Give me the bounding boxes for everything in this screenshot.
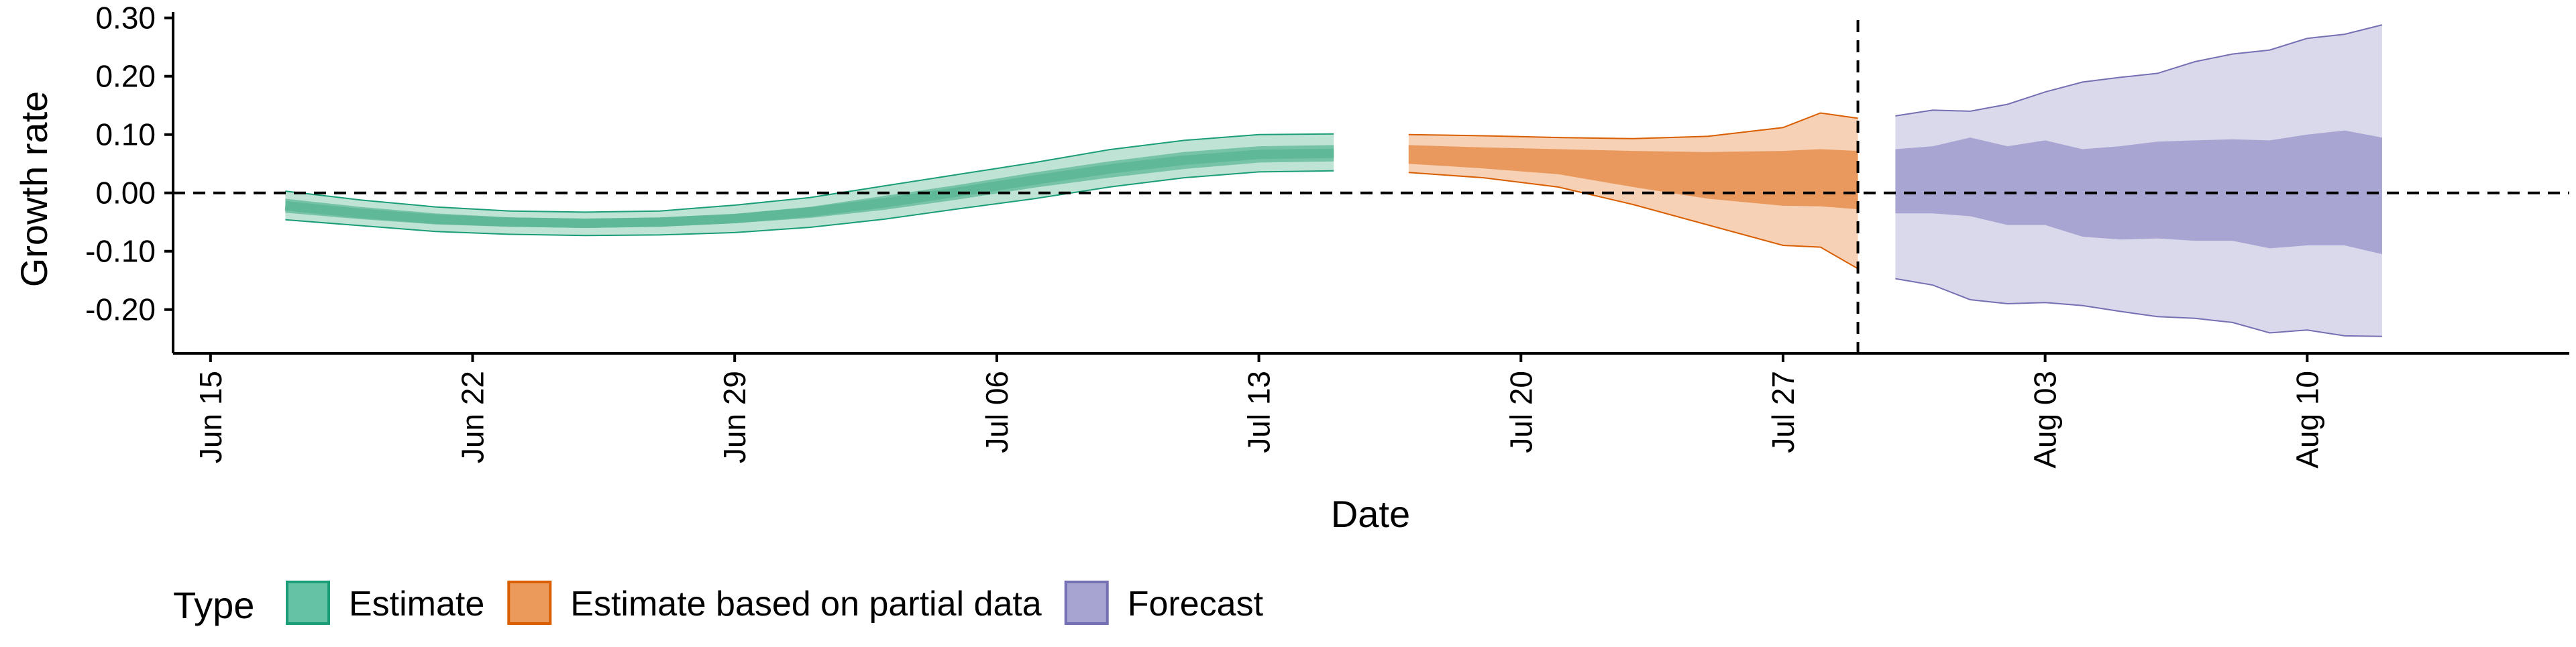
x-tick-label: Aug 10 bbox=[2290, 371, 2324, 469]
x-axis-title: Date bbox=[1331, 493, 1410, 535]
legend-label-estimate-based-on-partial-data: Estimate based on partial data bbox=[570, 585, 1042, 624]
legend-label-forecast: Forecast bbox=[1128, 585, 1264, 624]
legend-key-forecast bbox=[1064, 581, 1109, 625]
legend-label-estimate: Estimate bbox=[349, 585, 484, 624]
estimate-outer-lower-edge bbox=[285, 170, 1334, 237]
y-tick-label: 0.00 bbox=[95, 176, 156, 211]
y-tick-label: -0.20 bbox=[85, 292, 156, 327]
estimate-outer-upper-edge bbox=[285, 133, 1334, 213]
forecast-outer-upper-edge bbox=[1895, 24, 2383, 117]
legend-key-estimate-based-on-partial-data bbox=[507, 581, 552, 625]
x-tick-label: Jun 29 bbox=[717, 371, 752, 463]
x-tick-label: Jul 20 bbox=[1503, 371, 1538, 453]
y-tick-label: -0.10 bbox=[85, 234, 156, 269]
axes-layer: 0.30 0.20 0.10 0.00 -0.10 -0.20 Jun 15 Jun 22 Ju… bbox=[85, 1, 2569, 469]
x-tick-label: Jul 13 bbox=[1242, 371, 1277, 453]
y-axis-title: Growth rate bbox=[13, 91, 55, 288]
y-tick-label: 0.20 bbox=[95, 59, 156, 94]
reference-lines-layer bbox=[173, 20, 2569, 353]
estimate-based-on-partial-data-outer-upper-edge bbox=[1408, 112, 1858, 139]
y-tick-label: 0.10 bbox=[95, 117, 156, 152]
legend-key-estimate bbox=[286, 581, 330, 625]
x-tick-label: Jun 22 bbox=[455, 371, 490, 463]
x-tick-label: Jul 06 bbox=[979, 371, 1014, 453]
legend: Type Estimate Estimate based on partial d… bbox=[173, 581, 1264, 626]
estimate-based-on-partial-data-outer-lower-edge bbox=[1408, 172, 1859, 270]
y-tick-label: 0.30 bbox=[95, 1, 156, 36]
x-tick-label: Jul 27 bbox=[1766, 371, 1801, 453]
bands-layer bbox=[284, 24, 2383, 337]
x-tick-label: Aug 03 bbox=[2028, 371, 2063, 469]
estimate-outer-band bbox=[285, 133, 1334, 236]
legend-title: Type bbox=[173, 584, 254, 626]
x-tick-label: Jun 15 bbox=[193, 371, 228, 463]
forecast-inner-band bbox=[1895, 130, 2382, 255]
forecast-outer-lower-edge bbox=[1895, 278, 2382, 337]
estimate-median-line bbox=[284, 148, 1334, 228]
